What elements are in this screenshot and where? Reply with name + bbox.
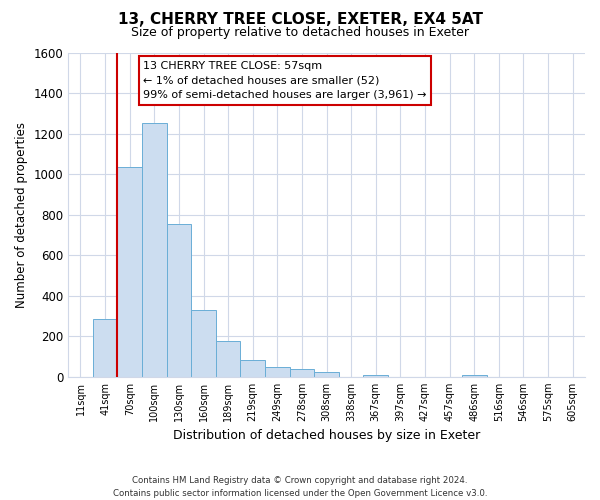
Bar: [462, 375, 487, 377]
Text: Size of property relative to detached houses in Exeter: Size of property relative to detached ho…: [131, 26, 469, 39]
Bar: [290, 369, 314, 377]
Bar: [364, 375, 388, 377]
Bar: [191, 310, 216, 377]
Bar: [118, 167, 142, 377]
Bar: [142, 124, 167, 377]
Bar: [265, 366, 290, 377]
Bar: [93, 319, 118, 377]
X-axis label: Distribution of detached houses by size in Exeter: Distribution of detached houses by size …: [173, 430, 480, 442]
Text: 13, CHERRY TREE CLOSE, EXETER, EX4 5AT: 13, CHERRY TREE CLOSE, EXETER, EX4 5AT: [118, 12, 482, 28]
Bar: [167, 224, 191, 377]
Text: Contains HM Land Registry data © Crown copyright and database right 2024.
Contai: Contains HM Land Registry data © Crown c…: [113, 476, 487, 498]
Y-axis label: Number of detached properties: Number of detached properties: [15, 122, 28, 308]
Text: 13 CHERRY TREE CLOSE: 57sqm
← 1% of detached houses are smaller (52)
99% of semi: 13 CHERRY TREE CLOSE: 57sqm ← 1% of deta…: [143, 60, 427, 100]
Bar: [241, 360, 265, 377]
Bar: [314, 372, 339, 377]
Bar: [216, 342, 241, 377]
